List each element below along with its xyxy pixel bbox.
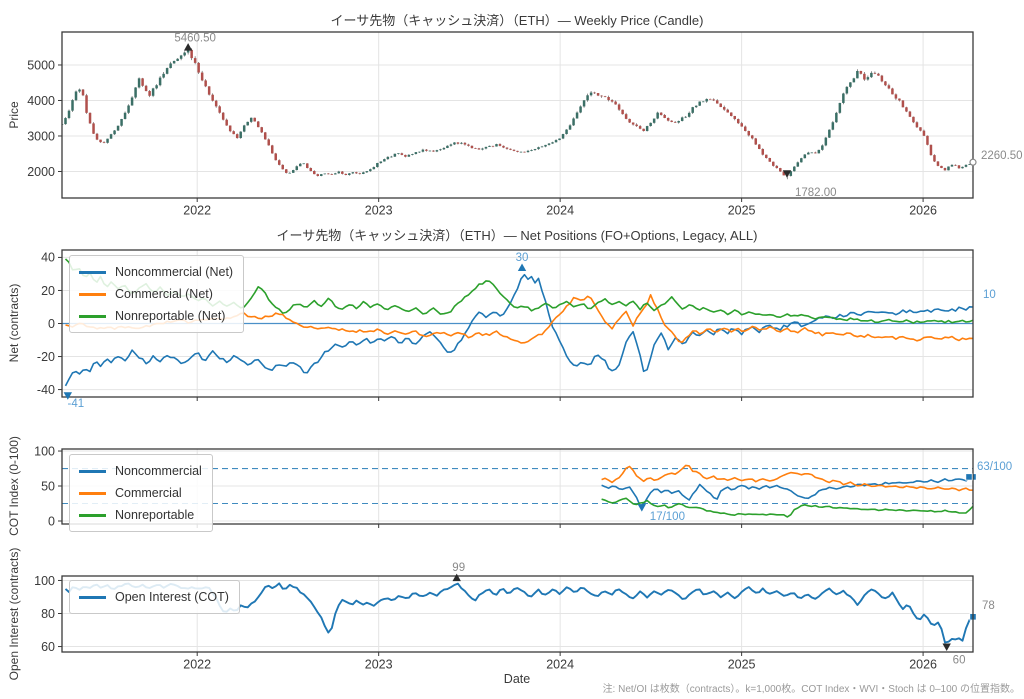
legend-label: Noncommercial [115, 464, 202, 478]
net-positions-title: イーサ先物（キャッシュ決済）（ETH）— Net Positions (FO+O… [276, 228, 758, 243]
y-tick-label: 0 [48, 514, 55, 528]
legend-swatch [79, 314, 106, 318]
price-panel: 2000 3000 4000 5000 2022 2023 2024 2025 2026 5460… [27, 31, 1023, 218]
legend-item: Open Interest (COT) [79, 586, 229, 608]
y-tick-label: 5000 [27, 58, 55, 72]
annotation-label: 10 [983, 289, 996, 301]
legend-swatch [79, 469, 106, 473]
x-tick-label: 2024 [546, 204, 574, 218]
x-tick-label: 2023 [365, 658, 393, 672]
series-noncommercial-net- [64, 273, 973, 387]
open-interest-axis-label: Open Interest (contracts) [7, 547, 21, 681]
y-tick-label: 50 [41, 479, 55, 493]
legend-item: Nonreportable (Net) [79, 305, 233, 327]
cot-index-panel-series [601, 464, 973, 518]
annotation-label: 1782.00 [795, 187, 837, 199]
y-tick-label: 3000 [27, 129, 55, 143]
legend-label: Nonreportable (Net) [115, 309, 226, 323]
footnote: 注: Net/OI は枚数（contracts）。k=1,000枚。COT In… [602, 684, 1020, 695]
date-axis-label: Date [503, 672, 531, 686]
legend-swatch [79, 595, 106, 599]
annotation-label: 30 [516, 252, 529, 264]
y-tick-label: -40 [37, 383, 55, 397]
y-tick-label: 4000 [27, 94, 55, 108]
legend-swatch [79, 491, 106, 495]
price-chart-title: イーサ先物（キャッシュ決済）（ETH）— Weekly Price (Candl… [330, 13, 704, 28]
y-tick-label: 100 [34, 444, 55, 458]
legend-item: Commercial [79, 482, 202, 504]
open-interest-panel: 60 80 100 2022 2023 2024 2025 2026 99 60 78 [34, 562, 995, 671]
x-tick-label: 2026 [909, 658, 937, 672]
cot-index-axis-label: COT Index (0-100) [7, 436, 21, 536]
annotation-label: 63/100 [977, 461, 1012, 473]
annotation-label: 99 [452, 562, 465, 574]
y-tick-label: 20 [41, 284, 55, 298]
x-tick-label: 2025 [728, 658, 756, 672]
price-panel-series [62, 48, 973, 180]
x-tick-label: 2024 [546, 658, 574, 672]
x-tick-label: 2026 [909, 204, 937, 218]
series-commercial [601, 464, 973, 492]
y-tick-label: 80 [41, 607, 55, 621]
legend-swatch [79, 513, 106, 517]
legend-label: Nonreportable [115, 508, 195, 522]
y-tick-label: -20 [37, 350, 55, 364]
x-tick-label: 2025 [728, 204, 756, 218]
annotation-label: 2260.50 [981, 150, 1023, 162]
x-tick-label: 2022 [183, 658, 211, 672]
annotation-label: 78 [982, 600, 995, 612]
y-tick-label: 0 [48, 317, 55, 331]
legend-item: Commercial (Net) [79, 283, 233, 305]
net-positions-legend: Noncommercial (Net) Commercial (Net) Nonre… [69, 255, 245, 333]
series-noncommercial [601, 476, 973, 507]
annotation-label: 60 [953, 655, 966, 667]
x-tick-label: 2023 [365, 204, 393, 218]
legend-item: Noncommercial (Net) [79, 261, 233, 283]
price-axis-label: Price [7, 101, 21, 129]
y-tick-label: 60 [41, 640, 55, 654]
y-tick-label: 40 [41, 251, 55, 265]
y-tick-label: 100 [34, 574, 55, 588]
legend-item: Nonreportable [79, 504, 202, 526]
legend-label: Commercial [115, 486, 182, 500]
legend-label: Noncommercial (Net) [115, 265, 234, 279]
legend-swatch [79, 270, 106, 274]
legend-item: Noncommercial [79, 460, 202, 482]
legend-swatch [79, 292, 106, 296]
y-tick-label: 2000 [27, 165, 55, 179]
legend-label: Open Interest (COT) [115, 590, 229, 604]
annotation-label: 17/100 [650, 511, 685, 523]
annotation-label: -41 [68, 398, 85, 410]
annotation-label: 5460.50 [174, 33, 216, 45]
x-tick-label: 2022 [183, 204, 211, 218]
net-axis-label: Net (contracts) [7, 283, 21, 363]
cot-index-panel: 0 50 100 17/100 63/100 [34, 444, 1012, 528]
legend-label: Commercial (Net) [115, 287, 213, 301]
open-interest-legend: Open Interest (COT) [69, 580, 240, 614]
cot-index-legend: Noncommercial Commercial Nonreportable [69, 454, 213, 532]
series-nonreportable [601, 497, 973, 518]
